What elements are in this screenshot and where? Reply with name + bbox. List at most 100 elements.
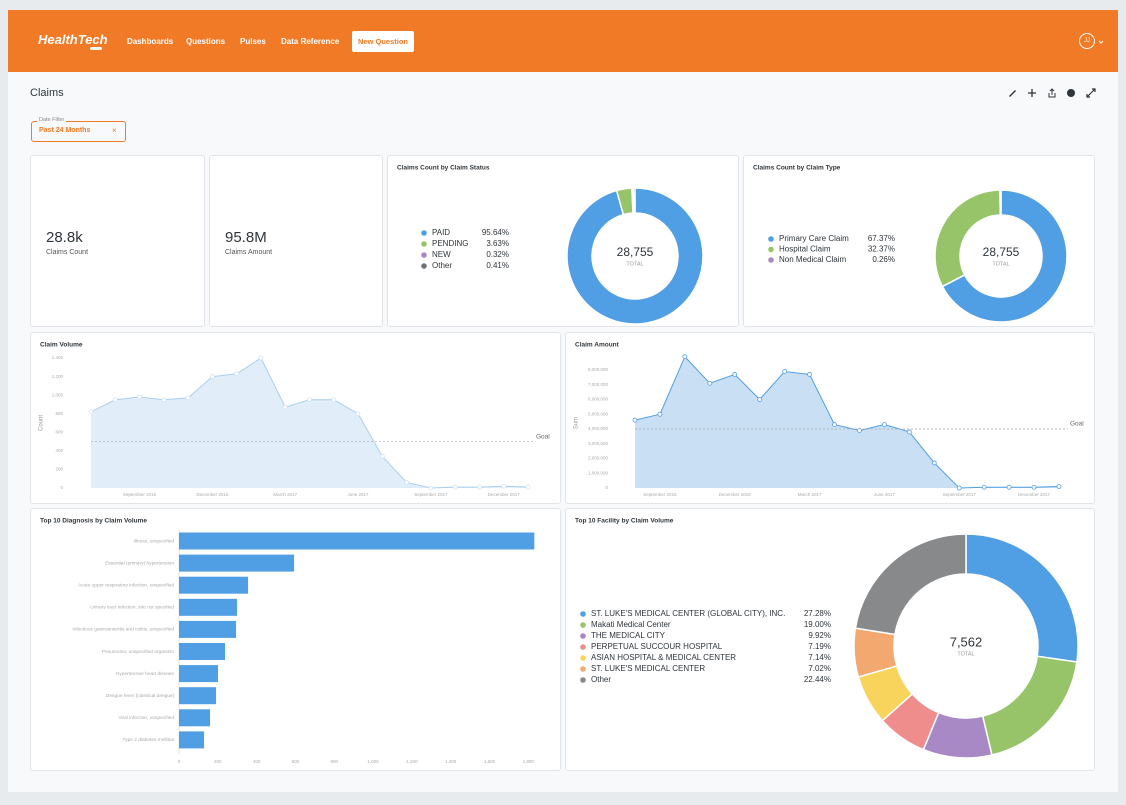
point bbox=[331, 397, 337, 403]
legend-value: 22.44% bbox=[804, 675, 831, 684]
nav-link[interactable]: Dashboards bbox=[127, 37, 174, 46]
y-tick-label: 5,000,000 bbox=[588, 411, 609, 416]
fullscreen-icon[interactable] bbox=[1086, 88, 1096, 98]
y-tick-label: 7,000,000 bbox=[588, 382, 609, 387]
point bbox=[981, 484, 987, 490]
legend-swatch bbox=[421, 252, 427, 258]
point bbox=[161, 397, 167, 403]
refresh-icon[interactable] bbox=[1067, 89, 1075, 97]
point bbox=[355, 411, 361, 417]
chart: Claim Volume 0 200 400 600 800 1,000 1,200 1,400… bbox=[39, 342, 551, 497]
goal-label: Goal bbox=[1070, 421, 1084, 428]
chart-title: Top 10 Diagnosis by Claim Volume bbox=[40, 518, 147, 525]
point bbox=[857, 428, 862, 433]
scalar-card: 95.8M Claims Amount bbox=[209, 155, 383, 327]
point bbox=[632, 417, 638, 423]
scalar-value: 95.8M bbox=[225, 229, 267, 246]
point bbox=[112, 397, 118, 403]
bar bbox=[179, 687, 217, 705]
category-label: Pneumonia, unspecified organism bbox=[102, 649, 174, 655]
point bbox=[234, 371, 240, 377]
chart-title: Top 10 Facility by Claim Volume bbox=[575, 518, 674, 525]
x-tick-label: 0 bbox=[178, 759, 181, 764]
point bbox=[1006, 484, 1012, 490]
legend-swatch bbox=[768, 236, 774, 242]
point bbox=[501, 483, 507, 489]
point bbox=[428, 485, 434, 491]
point bbox=[185, 395, 191, 401]
x-tick-label: 600 bbox=[292, 759, 300, 764]
y-tick-label: 400 bbox=[55, 448, 63, 453]
point bbox=[931, 460, 937, 466]
nav-link[interactable]: Data Reference bbox=[281, 37, 340, 46]
y-tick-label: 800 bbox=[55, 411, 63, 416]
bar bbox=[179, 665, 219, 683]
point bbox=[807, 372, 812, 377]
x-tick-label: 1,600 bbox=[484, 759, 496, 764]
point bbox=[137, 394, 142, 400]
chart-card: Claims Count by Claim Type Primary Care C… bbox=[743, 155, 1095, 327]
x-tick-label: 1,000 bbox=[367, 759, 379, 764]
point bbox=[404, 480, 410, 485]
new-question-button[interactable]: New Question bbox=[352, 31, 414, 52]
share-icon[interactable] bbox=[1048, 88, 1056, 98]
nav-link[interactable]: Questions bbox=[186, 37, 226, 46]
y-tick-label: 1,000,000 bbox=[588, 470, 609, 475]
point bbox=[956, 485, 962, 491]
logo[interactable]: HealthTech bbox=[38, 32, 108, 47]
point bbox=[832, 422, 837, 427]
chart: Claim Amount 0 1,000,000 2,000,000 3,000,000… bbox=[574, 342, 1085, 497]
y-tick-label: 6,000,000 bbox=[588, 397, 609, 402]
y-tick-label: 8,000,000 bbox=[588, 367, 609, 372]
legend-label: Other bbox=[432, 261, 452, 270]
donut-segment bbox=[632, 187, 636, 214]
chart-card: Claim Volume 0 200 400 600 800 1,000 1,200 1,400… bbox=[30, 332, 561, 504]
x-tick-label: September 2016 bbox=[123, 492, 157, 497]
legend-value: 0.26% bbox=[872, 255, 895, 264]
y-tick-label: 3,000,000 bbox=[588, 441, 609, 446]
edit-icon[interactable] bbox=[1009, 90, 1016, 97]
legend-label: Non Medical Claim bbox=[779, 255, 846, 264]
point bbox=[732, 372, 738, 377]
point bbox=[1056, 484, 1062, 489]
nav-link[interactable]: Pulses bbox=[240, 37, 266, 46]
chart: Claims Count by Claim Status PAID 95.64% PE… bbox=[397, 165, 704, 325]
y-axis-label: Sum bbox=[574, 417, 580, 429]
x-tick-label: December 2016 bbox=[719, 492, 752, 497]
line bbox=[634, 355, 1060, 489]
bar bbox=[179, 731, 205, 749]
dashboard-actions bbox=[1009, 88, 1096, 98]
donut-segment bbox=[566, 187, 704, 325]
legend-label: Hospital Claim bbox=[779, 245, 831, 254]
chart-title: Claim Amount bbox=[575, 342, 620, 349]
y-axis-label: Count bbox=[39, 415, 45, 431]
point bbox=[379, 454, 385, 459]
category-label: Viral infection, unspecified bbox=[118, 715, 174, 721]
center-label: TOTAL bbox=[992, 261, 1009, 267]
legend-swatch bbox=[421, 241, 427, 247]
donut-segment bbox=[999, 189, 1002, 216]
legend-label: PERPETUAL SUCCOUR HOSPITAL bbox=[591, 642, 723, 651]
area bbox=[91, 358, 528, 488]
chart-title: Claim Volume bbox=[40, 342, 83, 349]
filter-clear[interactable]: × bbox=[112, 126, 117, 135]
y-tick-label: 1,200 bbox=[52, 374, 64, 379]
chart-card: Claims Count by Claim Status PAID 95.64% PE… bbox=[387, 155, 739, 327]
bar bbox=[179, 709, 211, 727]
legend-swatch bbox=[580, 677, 586, 683]
x-tick-label: December 2016 bbox=[196, 492, 229, 497]
legend-swatch bbox=[580, 644, 586, 650]
legend-label: NEW bbox=[432, 250, 451, 259]
date-filter[interactable] bbox=[31, 121, 126, 142]
donut-segment bbox=[981, 655, 1078, 756]
y-tick-label: 1,000 bbox=[52, 392, 64, 397]
bar bbox=[179, 643, 225, 660]
center-value: 28,755 bbox=[983, 245, 1020, 259]
avatar[interactable]: JJ bbox=[1079, 33, 1095, 49]
donut-segment bbox=[934, 189, 1002, 288]
add-icon[interactable] bbox=[1028, 89, 1036, 97]
x-tick-label: September 2016 bbox=[643, 492, 677, 497]
x-tick-label: 400 bbox=[253, 759, 261, 764]
avatar-caret[interactable] bbox=[1098, 39, 1104, 45]
